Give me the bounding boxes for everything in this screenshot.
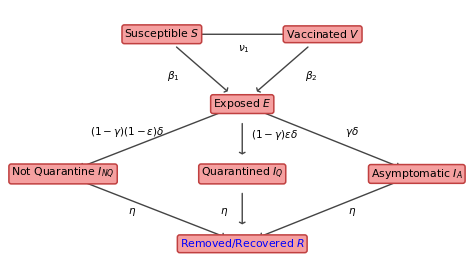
Text: Exposed $E$: Exposed $E$: [213, 97, 272, 111]
Text: $\beta_1$: $\beta_1$: [167, 69, 180, 83]
Text: $\nu_1$: $\nu_1$: [238, 43, 249, 55]
Text: $\eta$: $\eta$: [348, 205, 356, 218]
Text: Quarantined $I_Q$: Quarantined $I_Q$: [201, 166, 283, 181]
Text: $(1-\gamma)\varepsilon\delta$: $(1-\gamma)\varepsilon\delta$: [251, 128, 298, 142]
Text: $\eta$: $\eta$: [128, 205, 136, 218]
Text: $(1-\gamma)(1-\varepsilon)\delta$: $(1-\gamma)(1-\varepsilon)\delta$: [90, 125, 164, 139]
Text: Susceptible $S$: Susceptible $S$: [124, 27, 200, 41]
Text: Asymptomatic $I_A$: Asymptomatic $I_A$: [371, 167, 463, 181]
Text: $\gamma\delta$: $\gamma\delta$: [346, 125, 359, 139]
Text: $\beta_2$: $\beta_2$: [305, 69, 318, 83]
Text: Vaccinated $V$: Vaccinated $V$: [286, 28, 360, 40]
Text: $\eta$: $\eta$: [220, 205, 228, 218]
Text: Not Quarantine $I_{NQ}$: Not Quarantine $I_{NQ}$: [11, 166, 115, 181]
Text: Removed/Recovered $R$: Removed/Recovered $R$: [180, 237, 305, 250]
